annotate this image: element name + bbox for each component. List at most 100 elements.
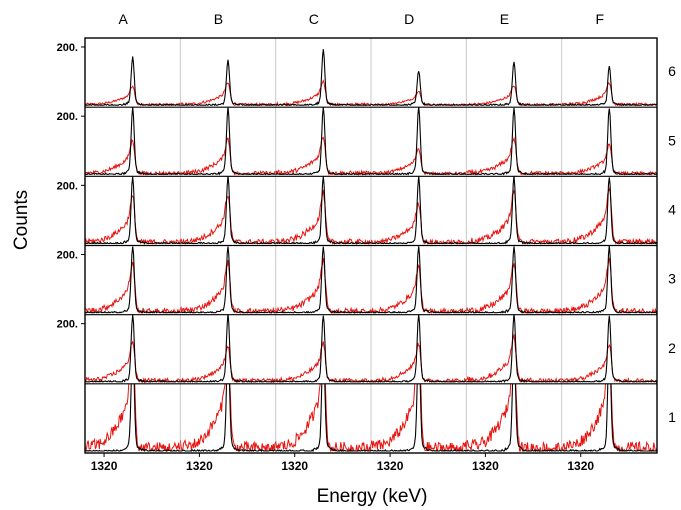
black-spectrum-line	[180, 59, 276, 107]
y-tick-label: 200.	[57, 111, 78, 123]
spectrum-panel	[561, 245, 658, 315]
row-label: 1	[668, 409, 676, 425]
black-spectrum-line	[85, 176, 181, 245]
black-spectrum-line	[85, 314, 181, 383]
red-spectrum-line	[466, 263, 562, 315]
red-spectrum-line	[275, 189, 371, 246]
red-spectrum-line	[466, 190, 562, 246]
black-spectrum-line	[371, 383, 467, 452]
spectrum-panel	[85, 314, 181, 384]
red-spectrum-line	[371, 342, 467, 384]
black-spectrum-line	[275, 176, 371, 245]
red-spectrum-line	[275, 383, 371, 453]
labels-layer: 200. 200. 200. 200. 200. 1320 1320 1320 1320 1320…	[57, 11, 677, 473]
red-spectrum-line	[180, 195, 276, 246]
red-spectrum-line	[180, 82, 276, 107]
black-spectrum-line	[85, 107, 181, 176]
y-tick-label: 200.	[57, 180, 78, 192]
spectrum-panel	[180, 176, 276, 246]
spectrum-panel	[275, 176, 371, 246]
black-spectrum-line	[561, 383, 658, 452]
red-spectrum-line	[180, 383, 276, 453]
column-label: C	[309, 11, 319, 27]
black-spectrum-line	[275, 246, 371, 314]
red-spectrum-line	[466, 334, 562, 384]
spectrum-panel	[180, 314, 276, 384]
spectrum-panel	[466, 61, 562, 107]
y-tick-label: 200.	[57, 250, 78, 262]
spectrum-panel	[275, 383, 371, 453]
spectrum-panel	[371, 107, 467, 176]
red-spectrum-line	[275, 257, 371, 315]
y-tick-label: 200.	[57, 42, 78, 54]
red-spectrum-line	[466, 136, 562, 177]
spectrum-panel	[180, 383, 276, 453]
red-spectrum-line	[275, 136, 371, 177]
row-label: 5	[668, 132, 676, 148]
black-spectrum-line	[371, 176, 467, 245]
black-spectrum-line	[180, 314, 276, 383]
spectrum-panel	[371, 246, 467, 315]
black-spectrum-line	[561, 66, 657, 107]
red-spectrum-line	[561, 81, 658, 107]
y-axis-label: Counts	[11, 190, 32, 250]
spectrum-panel	[561, 108, 658, 176]
x-tick-label: 1320	[186, 459, 213, 473]
black-spectrum-line	[180, 107, 276, 176]
black-spectrum-line	[561, 108, 657, 175]
row-label: 2	[668, 340, 676, 356]
black-spectrum-line	[561, 177, 658, 245]
x-tick-label: 1320	[567, 459, 594, 473]
red-spectrum-line	[275, 341, 371, 384]
red-spectrum-line	[466, 383, 562, 453]
black-spectrum-line	[371, 314, 467, 383]
x-axis-label: Energy (keV)	[317, 486, 428, 507]
red-spectrum-line	[275, 79, 371, 107]
red-spectrum-line	[371, 202, 467, 245]
red-spectrum-line	[85, 194, 181, 245]
spectrum-panel	[371, 314, 467, 384]
black-spectrum-line	[85, 56, 181, 107]
spectrum-panel	[561, 66, 658, 107]
spectrum-panel	[466, 314, 562, 384]
spectrum-panel	[275, 246, 371, 315]
black-spectrum-line	[466, 314, 562, 383]
black-spectrum-line	[275, 383, 371, 453]
black-spectrum-line	[466, 246, 562, 314]
red-spectrum-line	[371, 148, 467, 176]
black-spectrum-line	[275, 315, 371, 383]
black-spectrum-line	[561, 315, 657, 383]
row-label: 4	[668, 202, 676, 218]
spectrum-panel	[561, 315, 658, 384]
black-spectrum-line	[561, 245, 658, 314]
x-tick-label: 1320	[377, 459, 404, 473]
spectrum-panel	[85, 176, 181, 245]
red-spectrum-line	[180, 260, 276, 314]
x-tick-label: 1320	[281, 459, 308, 473]
spectrum-panel	[275, 107, 371, 177]
column-label: A	[118, 11, 128, 27]
red-spectrum-line	[180, 345, 276, 384]
x-tick-label: 1320	[472, 459, 499, 473]
column-label: D	[404, 11, 414, 27]
spectrum-panel	[275, 315, 371, 384]
spectrum-panel	[371, 176, 467, 245]
column-label: E	[500, 11, 509, 27]
spectrum-panel	[371, 71, 467, 107]
red-spectrum-line	[85, 341, 181, 384]
spectrum-panel	[85, 56, 181, 107]
black-spectrum-line	[466, 383, 562, 452]
red-spectrum-line	[85, 261, 181, 315]
spectrum-panel	[180, 246, 276, 314]
spectrum-panel	[561, 177, 658, 246]
black-spectrum-line	[275, 107, 371, 176]
black-spectrum-line	[466, 107, 562, 176]
black-spectrum-line	[180, 176, 276, 245]
spectrum-panel	[275, 49, 371, 107]
spectrum-panel	[371, 383, 467, 453]
red-spectrum-line	[561, 257, 658, 315]
red-spectrum-line	[466, 85, 562, 107]
column-label: F	[596, 11, 605, 27]
panels-layer	[84, 37, 658, 454]
spectrum-panel	[466, 176, 562, 246]
